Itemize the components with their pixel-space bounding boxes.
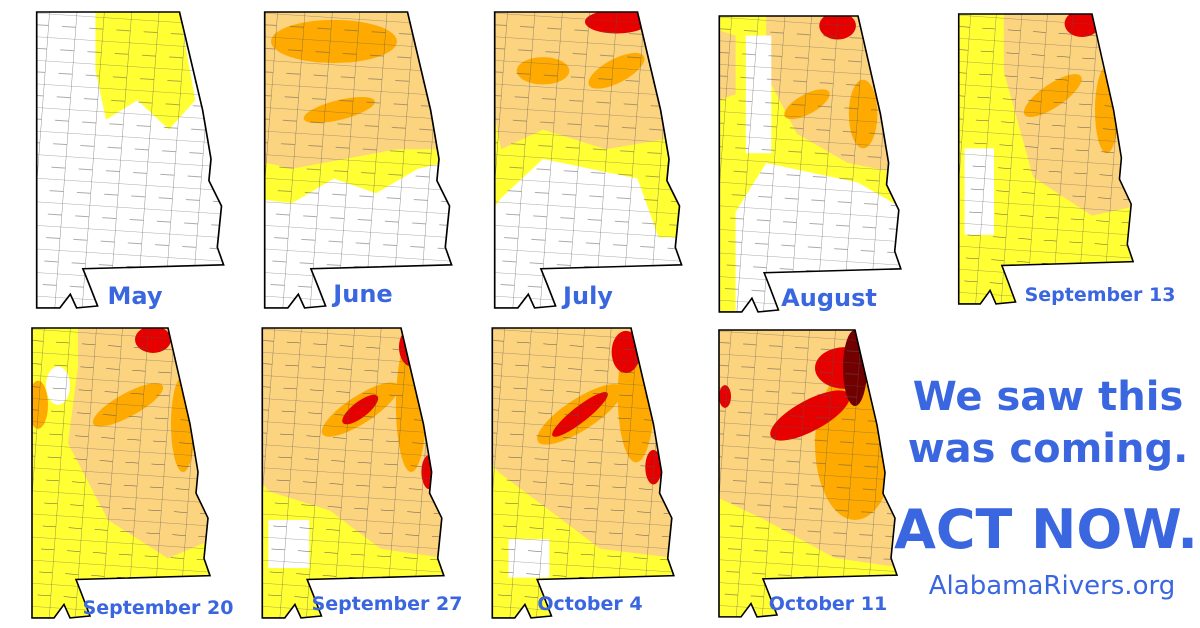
drought-map: [493, 11, 683, 309]
drought-map: [31, 327, 212, 619]
map-label: September 13: [1025, 284, 1176, 306]
drought-map: [718, 15, 902, 313]
website[interactable]: AlabamaRivers.org: [929, 571, 1175, 601]
map-label: August: [781, 284, 877, 312]
headline: was coming.: [908, 426, 1189, 472]
drought-map: [261, 327, 445, 619]
map-label: September 20: [83, 597, 234, 619]
drought-map: [718, 329, 899, 618]
map-label: July: [561, 282, 613, 310]
call-to-action: ACT NOW.: [894, 498, 1198, 561]
drought-map: [491, 327, 675, 619]
map-label: October 11: [769, 593, 887, 615]
map-label: October 4: [537, 593, 642, 615]
map-label: June: [331, 280, 392, 308]
drought-map: [957, 13, 1135, 305]
drought-map: [35, 11, 225, 309]
map-label: May: [108, 282, 163, 310]
headline: We saw this: [913, 374, 1184, 420]
drought-map: [263, 11, 453, 309]
map-label: September 27: [312, 593, 463, 615]
